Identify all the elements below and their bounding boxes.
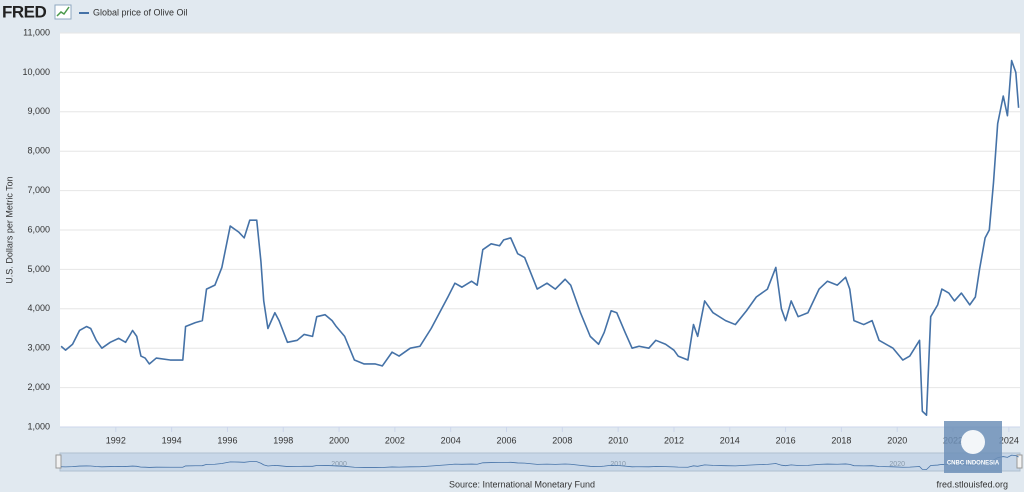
x-tick-label: 2008 bbox=[552, 435, 572, 445]
x-tick-label: 1998 bbox=[273, 435, 293, 445]
site: fred.stlouisfed.org bbox=[936, 479, 1008, 489]
x-tick-label: 1992 bbox=[106, 435, 126, 445]
x-tick-label: 2020 bbox=[887, 435, 907, 445]
y-tick-label: 1,000 bbox=[27, 421, 50, 431]
x-tick-label: 2024 bbox=[999, 435, 1019, 445]
series-line bbox=[60, 59, 1020, 416]
x-tick-label: 2004 bbox=[441, 435, 461, 445]
navigator-tick-label: 2010 bbox=[610, 461, 626, 468]
y-tick-label: 11,000 bbox=[23, 27, 50, 37]
x-tick-label: 2018 bbox=[831, 435, 851, 445]
source: Source: International Monetary Fund bbox=[449, 479, 595, 489]
y-tick-label: 9,000 bbox=[27, 106, 50, 116]
y-axis-label: U.S. Dollars per Metric Ton bbox=[4, 176, 14, 283]
logo: FRED bbox=[2, 2, 47, 21]
x-tick-label: 1996 bbox=[217, 435, 237, 445]
x-tick-label: 2010 bbox=[608, 435, 628, 445]
x-tick-label: 2000 bbox=[329, 435, 349, 445]
y-tick-label: 8,000 bbox=[27, 146, 50, 156]
navigator-tick-label: 2000 bbox=[331, 461, 347, 468]
y-tick-label: 7,000 bbox=[27, 185, 50, 195]
navigator-handle bbox=[1016, 454, 1023, 469]
x-tick-label: 2016 bbox=[776, 435, 796, 445]
x-tick-label: 2012 bbox=[664, 435, 684, 445]
x-tick-label: 2002 bbox=[385, 435, 405, 445]
y-tick-label: 4,000 bbox=[27, 303, 50, 313]
y-tick-label: 10,000 bbox=[22, 67, 50, 77]
logo-icon-line bbox=[56, 6, 70, 17]
watermark-text: CNBC INDONESIA bbox=[947, 461, 1000, 467]
navigator-tick-label: 2020 bbox=[889, 461, 905, 468]
y-tick-label: 5,000 bbox=[27, 264, 50, 274]
logo-icon bbox=[54, 4, 72, 20]
navigator bbox=[59, 452, 1021, 472]
x-tick-label: 2014 bbox=[720, 435, 740, 445]
y-tick-label: 6,000 bbox=[27, 224, 50, 234]
x-tick-label: 1994 bbox=[162, 435, 182, 445]
watermark: CNBC INDONESIA bbox=[944, 421, 1002, 473]
watermark-logo bbox=[961, 430, 985, 454]
navigator-line bbox=[61, 454, 1019, 470]
legend-label: Global price of Olive Oil bbox=[93, 7, 188, 17]
x-tick-label: 2006 bbox=[496, 435, 516, 445]
y-tick-label: 3,000 bbox=[27, 343, 50, 353]
y-tick-label: 2,000 bbox=[27, 382, 50, 392]
navigator-handle bbox=[55, 454, 62, 469]
